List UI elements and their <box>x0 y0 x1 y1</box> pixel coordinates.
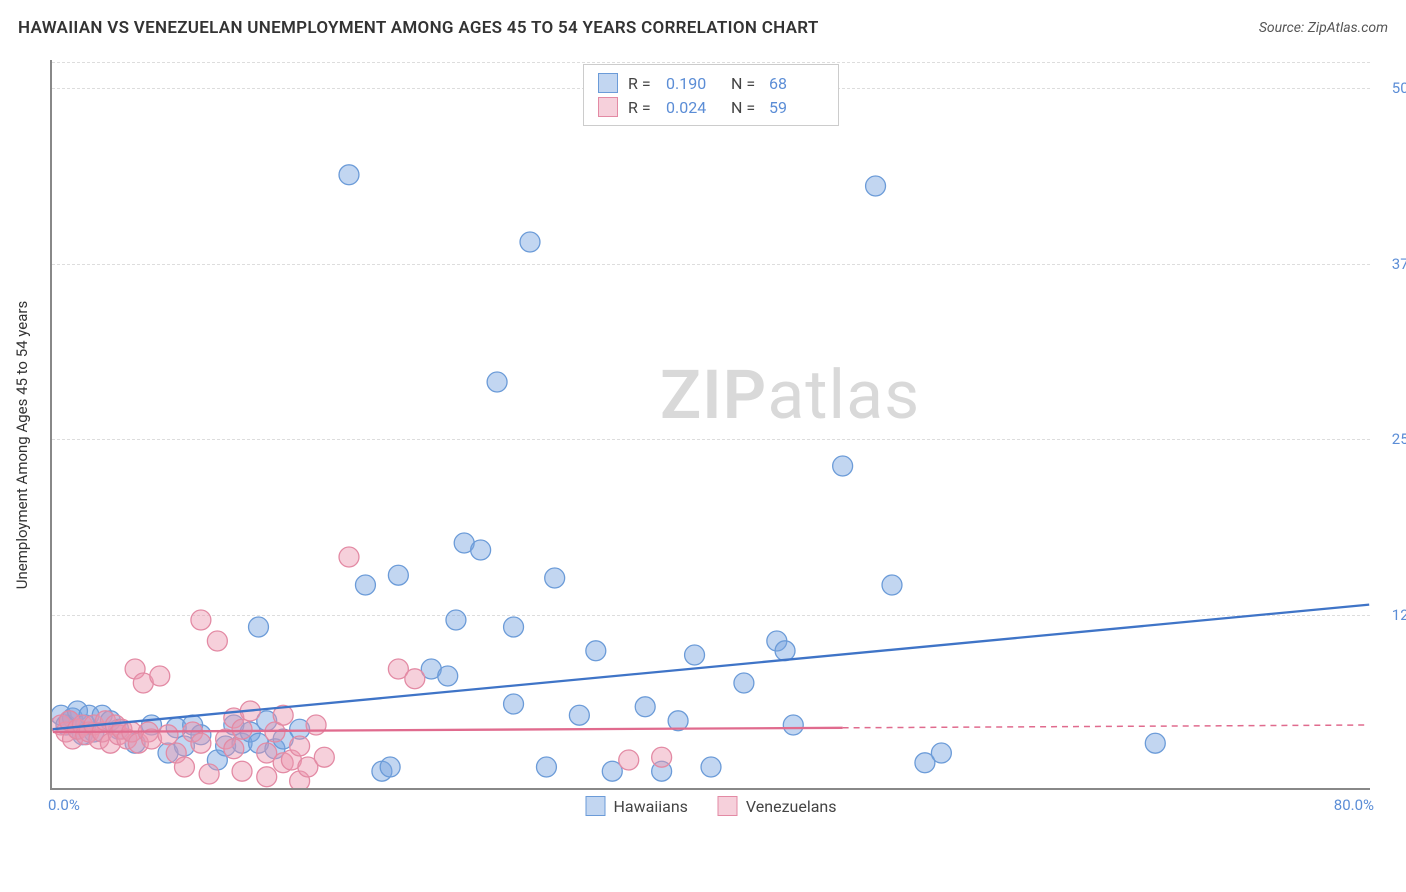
scatter-point <box>207 631 227 651</box>
scatter-point <box>224 739 244 759</box>
y-tick: 37.5% <box>1377 255 1406 273</box>
scatter-point <box>249 617 269 637</box>
scatter-point <box>520 232 540 252</box>
correlation-row-venezuelans: R = 0.024 N = 59 <box>598 95 824 119</box>
n-value-hawaiians: 68 <box>769 74 824 93</box>
r-value-hawaiians: 0.190 <box>666 74 721 93</box>
legend-item-venezuelans: Venezuelans <box>718 796 837 816</box>
scatter-point <box>545 568 565 588</box>
chart-area: Unemployment Among Ages 45 to 54 years Z… <box>50 60 1370 830</box>
x-tick-max: 80.0% <box>1334 796 1374 814</box>
scatter-point <box>199 764 219 784</box>
scatter-point <box>569 705 589 725</box>
scatter-point <box>734 673 754 693</box>
scatter-point <box>150 666 170 686</box>
scatter-point <box>619 750 639 770</box>
scatter-point <box>314 747 334 767</box>
scatter-point <box>1145 733 1165 753</box>
scatter-point <box>232 761 252 781</box>
r-label: R = <box>628 98 656 117</box>
scatter-point <box>685 645 705 665</box>
scatter-point <box>866 176 886 196</box>
scatter-point <box>446 610 466 630</box>
x-tick-min: 0.0% <box>48 796 80 814</box>
scatter-point <box>635 697 655 717</box>
scatter-point <box>380 757 400 777</box>
plot-region: ZIPatlas R = 0.190 N = 68 R = 0.024 N = … <box>50 60 1370 790</box>
swatch-venezuelans <box>598 97 618 117</box>
legend-label-hawaiians: Hawaiians <box>614 797 688 816</box>
correlation-legend: R = 0.190 N = 68 R = 0.024 N = 59 <box>583 64 839 126</box>
y-tick: 12.5% <box>1377 606 1406 624</box>
swatch-venezuelans <box>718 796 738 816</box>
scatter-point <box>257 767 277 787</box>
y-tick: 25.0% <box>1377 430 1406 448</box>
scatter-point <box>191 733 211 753</box>
scatter-point <box>339 547 359 567</box>
swatch-hawaiians <box>586 796 606 816</box>
scatter-point <box>504 694 524 714</box>
scatter-point <box>775 641 795 661</box>
scatter-point <box>174 757 194 777</box>
scatter-point <box>191 610 211 630</box>
legend-item-hawaiians: Hawaiians <box>586 796 688 816</box>
scatter-point <box>536 757 556 777</box>
legend-label-venezuelans: Venezuelans <box>746 797 837 816</box>
y-tick: 50.0% <box>1377 79 1406 97</box>
n-label: N = <box>731 74 759 93</box>
chart-header: HAWAIIAN VS VENEZUELAN UNEMPLOYMENT AMON… <box>18 18 1388 38</box>
r-value-venezuelans: 0.024 <box>666 98 721 117</box>
scatter-point <box>355 575 375 595</box>
scatter-point <box>388 565 408 585</box>
series-legend: Hawaiians Venezuelans <box>586 796 837 816</box>
correlation-row-hawaiians: R = 0.190 N = 68 <box>598 71 824 95</box>
scatter-point <box>158 725 178 745</box>
scatter-point <box>487 372 507 392</box>
scatter-point <box>586 641 606 661</box>
n-value-venezuelans: 59 <box>769 98 824 117</box>
trend-line-dashed <box>843 725 1370 728</box>
scatter-point <box>471 540 491 560</box>
scatter-point <box>833 456 853 476</box>
scatter-point <box>783 715 803 735</box>
scatter-point <box>504 617 524 637</box>
r-label: R = <box>628 74 656 93</box>
scatter-point <box>232 719 252 739</box>
scatter-point <box>438 666 458 686</box>
chart-title: HAWAIIAN VS VENEZUELAN UNEMPLOYMENT AMON… <box>18 18 819 38</box>
scatter-point <box>931 743 951 763</box>
plot-svg <box>52 60 1370 788</box>
scatter-point <box>290 736 310 756</box>
scatter-point <box>701 757 721 777</box>
scatter-point <box>882 575 902 595</box>
swatch-hawaiians <box>598 73 618 93</box>
scatter-point <box>405 669 425 689</box>
scatter-point <box>652 747 672 767</box>
n-label: N = <box>731 98 759 117</box>
scatter-point <box>306 715 326 735</box>
y-axis-label: Unemployment Among Ages 45 to 54 years <box>13 301 31 589</box>
chart-source: Source: ZipAtlas.com <box>1259 20 1388 36</box>
scatter-point <box>339 165 359 185</box>
